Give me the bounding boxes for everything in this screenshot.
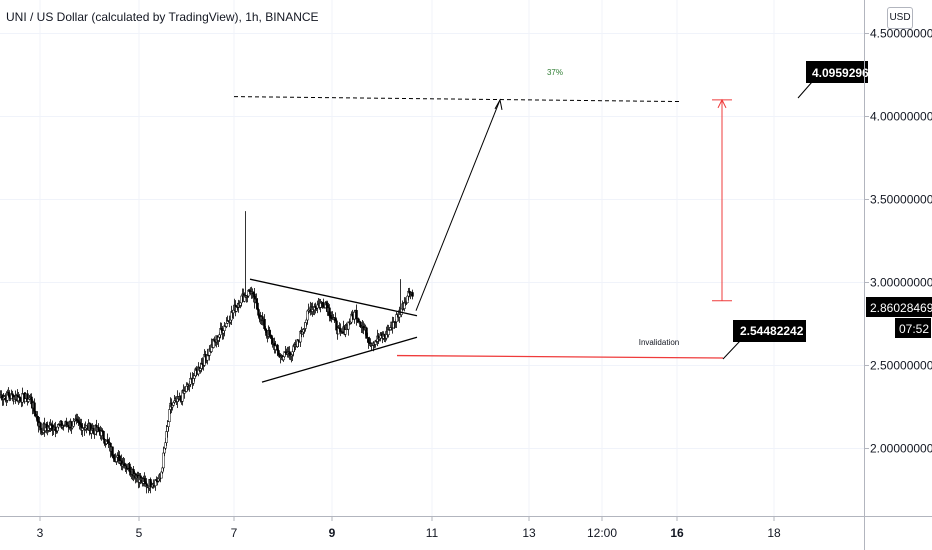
candle-body bbox=[33, 402, 36, 412]
target-callout-value: 4.0959296 bbox=[812, 66, 869, 80]
symbol-title: UNI / US Dollar (calculated by TradingVi… bbox=[6, 10, 319, 24]
target-price-callout[interactable]: 4.0959296 bbox=[797, 61, 869, 99]
time-tick-label: 11 bbox=[426, 526, 439, 540]
current-price-label: 2.86028469 bbox=[866, 297, 932, 317]
price-tick-label: 4.00000000 bbox=[870, 110, 932, 124]
triangle-upper-trendline[interactable] bbox=[249, 278, 418, 317]
target-dashed-line[interactable] bbox=[233, 96, 680, 103]
projection-arrow[interactable] bbox=[415, 98, 503, 311]
invalidation-label: Invalidation bbox=[639, 338, 679, 347]
range-bar-arrowhead bbox=[717, 98, 727, 109]
target-callout-box bbox=[806, 61, 868, 83]
price-tick-label: 3.00000000 bbox=[870, 276, 932, 290]
time-axis[interactable]: 3 5 7 9 11 13 12:00 16 18 bbox=[37, 517, 781, 540]
time-tick-label: 9 bbox=[329, 526, 336, 540]
candlestick-series bbox=[0, 211, 414, 494]
percent-label: 37% bbox=[547, 68, 563, 77]
candle-body bbox=[204, 354, 207, 358]
price-tick-label: 4.50000000 bbox=[870, 27, 932, 41]
current-price-value: 2.86028469 bbox=[870, 301, 932, 315]
time-tick-label: 16 bbox=[670, 526, 684, 540]
price-axis[interactable]: 4.50000000 4.00000000 3.50000000 3.00000000… bbox=[865, 27, 932, 456]
candle-body bbox=[19, 397, 22, 402]
target-range-bar[interactable] bbox=[712, 98, 732, 302]
candle-body bbox=[21, 393, 24, 403]
invalidation-callout-value: 2.54482242 bbox=[740, 324, 804, 338]
currency-button[interactable]: USD bbox=[887, 7, 913, 29]
time-tick-label: 3 bbox=[37, 526, 44, 540]
time-tick-label: 18 bbox=[767, 526, 781, 540]
price-tick-label: 2.00000000 bbox=[870, 442, 932, 456]
candle-body bbox=[167, 421, 170, 427]
projection-arrow-head bbox=[494, 98, 503, 110]
time-tick-label: 13 bbox=[522, 526, 536, 540]
countdown-box bbox=[895, 318, 931, 338]
candle-body bbox=[344, 329, 347, 335]
price-tick-label: 2.50000000 bbox=[870, 359, 932, 373]
projection-arrow-shaft bbox=[415, 99, 501, 311]
chart-drawings: 37% Invalidation 4.0959296 2.54482242 bbox=[233, 61, 869, 383]
current-price-box bbox=[866, 297, 932, 317]
candle-body bbox=[411, 292, 414, 297]
time-tick-label: 7 bbox=[231, 526, 238, 540]
chart-grid bbox=[0, 0, 864, 516]
bar-countdown-label: 07:52 bbox=[895, 318, 931, 338]
candle-body bbox=[111, 446, 114, 456]
invalidation-price-callout[interactable]: 2.54482242 bbox=[722, 320, 806, 360]
time-tick-label: 5 bbox=[136, 526, 143, 540]
invalidation-line[interactable] bbox=[396, 354, 724, 359]
triangle-lower-trendline[interactable] bbox=[261, 336, 418, 383]
invalidation-callout-pointer bbox=[722, 340, 741, 360]
time-tick-label: 12:00 bbox=[587, 526, 617, 540]
candle-body bbox=[353, 311, 356, 320]
countdown-value: 07:52 bbox=[899, 322, 929, 336]
price-tick-label: 3.50000000 bbox=[870, 193, 932, 207]
invalidation-callout-box bbox=[733, 320, 806, 342]
target-callout-pointer bbox=[797, 81, 813, 99]
candle-body bbox=[102, 431, 105, 440]
